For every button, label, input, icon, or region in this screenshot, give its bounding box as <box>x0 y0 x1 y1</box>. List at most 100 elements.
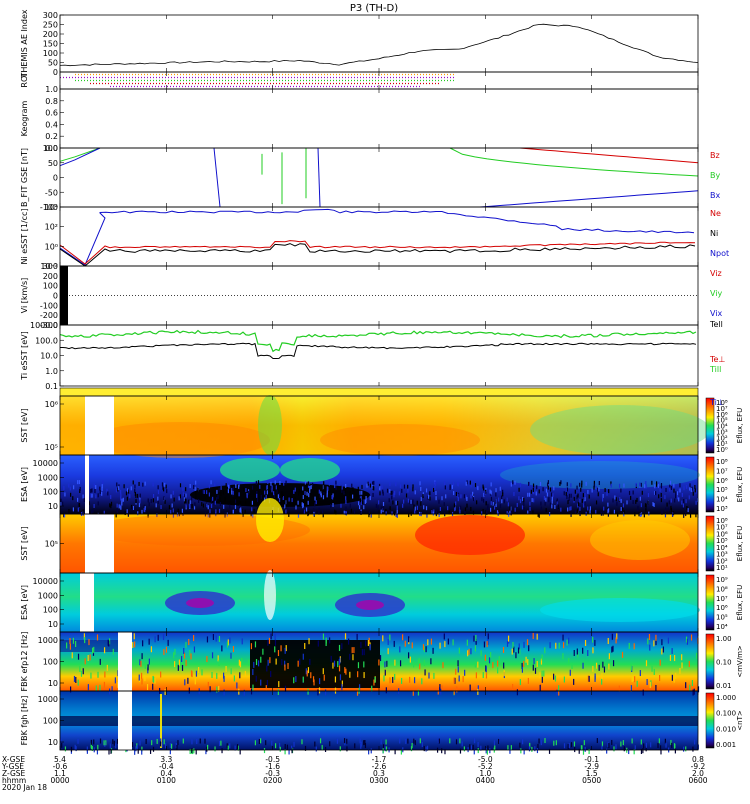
fbk-e-speckle <box>275 658 277 665</box>
esa-ion-speckle <box>270 486 272 491</box>
esa-elec-colorbar-tick: 10⁶ <box>716 604 728 612</box>
esa-ion-speckle <box>361 490 363 495</box>
esa-ion-speckle <box>282 496 284 501</box>
esa-ion-speckle <box>420 486 422 491</box>
fbk-b-speckle <box>359 738 361 744</box>
esa-ion-speckle <box>487 503 489 508</box>
esa-ion-speckle <box>607 502 609 507</box>
fbk-e-speckle <box>594 639 596 646</box>
fbk-e-speckle <box>399 660 402 667</box>
esa-ion-speckle <box>191 496 193 501</box>
esa-ion-speckle <box>298 491 300 496</box>
esa-ion-speckle <box>551 496 553 501</box>
fbk-e-speckle <box>257 660 260 667</box>
fbk-b-speckle <box>507 745 509 751</box>
esa-ion-speckle <box>184 494 186 499</box>
fbk-e-speckle <box>477 688 479 695</box>
esa-ion-speckle <box>334 509 336 514</box>
esa-ion-speckle <box>426 513 428 518</box>
fbk-e-speckle <box>341 680 343 687</box>
esa-ion-speckle <box>229 509 231 514</box>
esa-ion-speckle <box>686 506 688 511</box>
xaxis-zgse-2: -0.3 <box>265 769 280 778</box>
fbk-b-speckle <box>657 742 659 748</box>
fbk-e-speckle <box>183 652 186 659</box>
esa-ion-speckle <box>616 501 618 506</box>
esa-ion-speckle <box>595 509 597 514</box>
fbk-e-speckle <box>339 674 342 681</box>
esa-ion-speckle <box>690 488 692 493</box>
esa-ion-speckle <box>141 509 143 514</box>
esa-ion-speckle <box>267 480 269 485</box>
esa-ion-speckle <box>585 481 587 486</box>
ae-panel-ytick-label: 200 <box>43 30 58 39</box>
fbk-b-speckle <box>301 739 303 745</box>
esa-ion-speckle <box>178 496 180 501</box>
esa-ion-speckle <box>115 513 117 518</box>
esa-ion-speckle <box>685 499 687 504</box>
esa-ion-speckle <box>130 504 133 509</box>
fbk-e-speckle <box>602 661 604 668</box>
esa-ion-speckle <box>91 493 93 498</box>
fbk-e-speckle <box>250 688 253 695</box>
fbk-e-speckle <box>630 685 632 692</box>
fbk-e-speckle <box>458 647 460 654</box>
esa-ion-speckle <box>107 491 109 496</box>
esa-ion-speckle <box>90 488 92 493</box>
esa-ion-speckle <box>481 511 483 516</box>
fbk-b-speckle <box>329 741 331 747</box>
fbk-e-speckle <box>423 646 425 653</box>
esa-ion-speckle <box>161 482 164 487</box>
esa-ion-speckle <box>101 484 103 489</box>
fbk-e-speckle <box>293 677 295 684</box>
esa-ion-speckle <box>275 485 277 490</box>
fbk-e-speckle <box>485 672 488 679</box>
xaxis-row-label-4: 2020 Jan 18 <box>2 783 47 792</box>
fbk-b-speckle <box>108 749 110 755</box>
fbk-e-speckle <box>487 638 489 645</box>
fbk-e-speckle <box>437 688 439 695</box>
esa-ion-speckle <box>232 486 235 491</box>
fbk-b-speckle <box>400 749 402 755</box>
fbk-e-speckle <box>394 659 396 666</box>
esa-ion-speckle <box>372 481 374 486</box>
esa-ion-speckle <box>131 506 133 511</box>
esa-ion-speckle <box>496 510 499 515</box>
fbk-e-speckle <box>507 635 510 642</box>
esa-ion-speckle <box>482 498 485 503</box>
fbk-b-speckle <box>284 743 286 749</box>
fbk-e-speckle <box>618 685 620 692</box>
fbk-e-speckle <box>69 686 72 693</box>
fbk-e-speckle <box>419 663 421 670</box>
esa-ion-speckle <box>193 485 195 490</box>
fbk-b-speckle <box>93 739 95 745</box>
esa-ion-speckle <box>266 485 268 490</box>
esa-ion-speckle <box>444 485 446 490</box>
esa-ion-speckle <box>514 480 516 485</box>
esa-ion-speckle <box>449 485 451 490</box>
fbk-b-speckle <box>601 745 603 751</box>
esa-ion-speckle <box>532 483 535 488</box>
fbk-e-speckle <box>338 665 341 672</box>
esa-ion-speckle <box>264 490 266 495</box>
esa-ion-speckle <box>360 510 362 515</box>
fbk-e-speckle <box>632 675 634 682</box>
esa-ion-speckle <box>584 497 586 502</box>
temperature-legend-3: Ti⊥ <box>709 398 724 407</box>
xaxis-row-label-1: Y-GSE <box>1 762 24 771</box>
esa-ion-speckle <box>190 504 192 509</box>
fbk-e-speckle <box>75 676 77 683</box>
fbk-e-speckle <box>108 688 111 695</box>
fbk-e-speckle <box>543 670 545 677</box>
esa-ion-speckle <box>238 484 240 489</box>
esa-ion-speckle <box>657 483 659 488</box>
esa-ion-speckle <box>598 481 600 486</box>
fbk-e-speckle <box>112 648 114 655</box>
esa-ion-speckle <box>510 511 512 516</box>
fbk-e-speckle <box>584 639 587 646</box>
esa-ion-speckle <box>481 497 483 502</box>
esa-ion-speckle <box>345 510 347 515</box>
esa-ion-speckle <box>470 494 472 499</box>
sst-ion-colorbar-tick: 10⁰ <box>716 446 728 454</box>
esa-ion-region-3 <box>500 461 700 489</box>
